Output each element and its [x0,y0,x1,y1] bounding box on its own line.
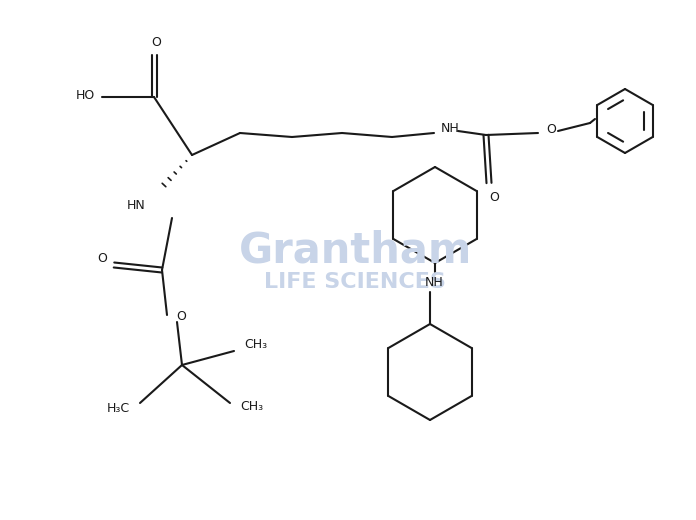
Text: O: O [97,252,107,265]
Text: NH: NH [425,276,443,289]
Text: HN: HN [127,199,145,212]
Text: LIFE SCIENCES: LIFE SCIENCES [264,272,446,292]
Text: HO: HO [75,88,95,101]
Text: CH₃: CH₃ [244,339,267,352]
Text: CH₃: CH₃ [240,400,264,413]
Text: NH: NH [441,122,459,135]
Text: O: O [489,190,499,203]
Text: O: O [546,123,556,136]
Text: O: O [176,310,186,323]
Text: Grantham: Grantham [238,229,472,271]
Text: O: O [151,35,161,48]
Text: H₃C: H₃C [106,402,129,415]
